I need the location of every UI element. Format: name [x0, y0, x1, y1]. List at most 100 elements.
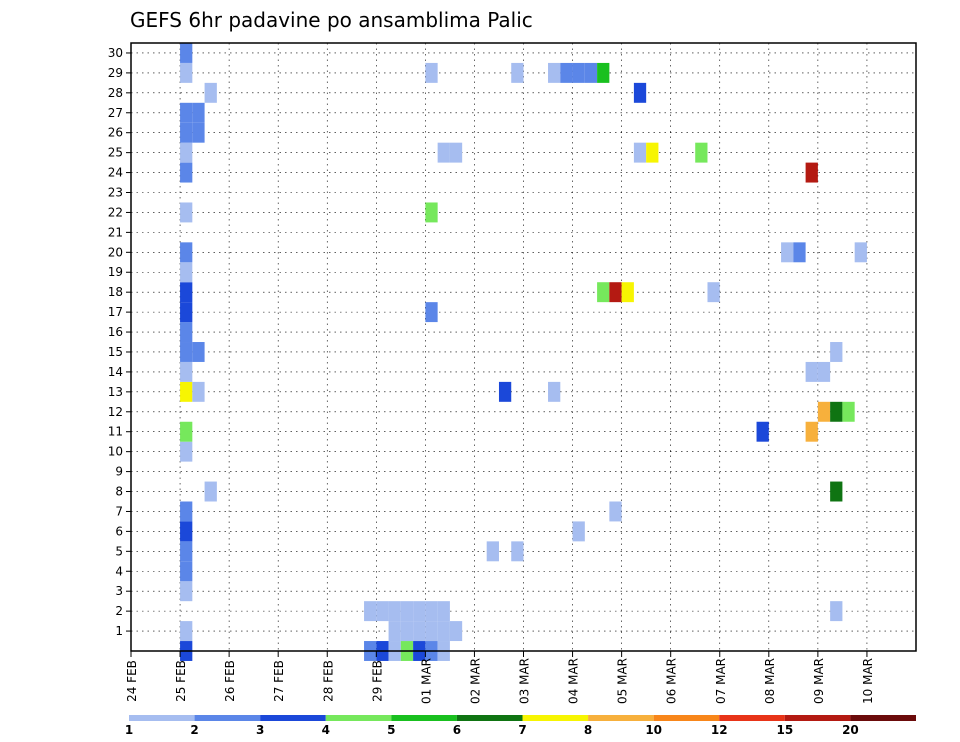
- y-tick-label: 24: [108, 166, 123, 180]
- y-tick-label: 13: [108, 385, 123, 399]
- heatmap-cell: [498, 381, 512, 402]
- y-tick-label: 2: [115, 604, 123, 618]
- heatmap-cell: [707, 282, 720, 303]
- y-tick-label: 11: [108, 425, 123, 439]
- y-tick-label: 8: [115, 485, 123, 499]
- heatmap-cell: [781, 242, 794, 263]
- heatmap-cell: [830, 401, 843, 422]
- x-tick-label: 09 MAR: [812, 658, 826, 704]
- heatmap-cell: [805, 361, 818, 382]
- heatmap-cell: [180, 581, 193, 602]
- legend-swatch: [325, 715, 392, 721]
- y-tick-label: 15: [108, 345, 123, 359]
- heatmap-cell: [817, 401, 831, 422]
- legend-label: 2: [190, 723, 198, 737]
- heatmap-cell: [842, 401, 855, 422]
- legend-swatch: [588, 715, 654, 721]
- heatmap-cell: [830, 342, 843, 362]
- heatmap-cell: [180, 142, 193, 163]
- legend-swatch: [850, 715, 916, 721]
- heatmap-cell: [437, 601, 450, 622]
- heatmap-cell: [425, 62, 438, 83]
- heatmap-cell: [560, 62, 573, 83]
- y-tick-label: 14: [108, 365, 123, 379]
- legend-label: 6: [453, 723, 461, 737]
- heatmap-cell: [180, 342, 193, 362]
- heatmap-cell: [572, 62, 585, 83]
- y-tick-label: 19: [108, 265, 123, 279]
- heatmap-cell: [180, 62, 193, 83]
- x-tick-label: 26 FEB: [223, 660, 237, 702]
- legend-label: 5: [387, 723, 395, 737]
- x-tick-label: 03 MAR: [518, 658, 532, 704]
- y-tick-label: 10: [108, 445, 123, 459]
- heatmap-cell: [180, 381, 193, 402]
- x-axis: 24 FEB 25 FEB 26 FEB 27 FEB 28 FEB 29 FEB 01 M…: [125, 651, 875, 704]
- y-axis: 1234567891011121314151617181920212223242…: [108, 46, 131, 638]
- heatmap-cell: [511, 62, 524, 83]
- heatmap-cell: [830, 481, 843, 502]
- legend-label: 20: [842, 723, 859, 737]
- heatmap-cell: [425, 601, 438, 622]
- heatmap-cell: [609, 501, 622, 522]
- y-tick-label: 22: [108, 205, 123, 219]
- y-tick-label: 27: [108, 106, 123, 120]
- legend-swatch: [194, 715, 261, 721]
- legend-label: 7: [518, 723, 526, 737]
- heatmap-cell: [695, 142, 708, 163]
- x-tick-label: 28 FEB: [321, 660, 335, 702]
- y-tick-label: 29: [108, 66, 123, 80]
- heatmap-cell: [633, 82, 647, 103]
- heatmap-cell: [449, 621, 463, 642]
- heatmap-cell: [180, 162, 193, 183]
- y-tick-label: 5: [115, 544, 123, 558]
- heatmap-cell: [425, 302, 438, 323]
- heatmap-cell: [180, 102, 193, 123]
- heatmap-cell: [597, 62, 610, 83]
- legend-swatch: [456, 715, 523, 721]
- color-legend: 1 2 3 4 5 6 7 8 10 12 15 20: [125, 715, 916, 737]
- y-tick-label: 18: [108, 285, 123, 299]
- x-tick-label: 24 FEB: [125, 660, 139, 702]
- x-tick-label: 29 FEB: [370, 660, 384, 702]
- x-tick-label: 07 MAR: [714, 658, 728, 704]
- heatmap-cell: [192, 102, 205, 123]
- heatmap-cell: [180, 322, 193, 343]
- heatmap-cell: [180, 361, 193, 382]
- x-tick-label: 06 MAR: [665, 658, 679, 704]
- heatmap-cell: [192, 381, 205, 402]
- heatmap-cell: [793, 242, 806, 263]
- heatmap-cell: [192, 342, 205, 362]
- x-tick-label: 10 MAR: [861, 658, 875, 704]
- y-tick-label: 16: [108, 325, 123, 339]
- heatmap-cell: [854, 242, 867, 263]
- heatmap-cell: [180, 561, 193, 582]
- heatmap-cell: [817, 361, 831, 382]
- heatmap-cell: [609, 282, 622, 303]
- legend-swatch: [522, 715, 589, 721]
- heatmap-cell: [180, 621, 193, 642]
- y-tick-label: 26: [108, 126, 123, 140]
- heatmap-cell: [400, 621, 414, 642]
- heatmap-cell: [388, 601, 401, 622]
- heatmap-cell: [425, 621, 438, 642]
- chart-title: GEFS 6hr padavine po ansamblima Palic: [130, 8, 533, 32]
- y-tick-label: 30: [108, 46, 123, 60]
- y-tick-label: 23: [108, 186, 123, 200]
- heatmap-cell: [572, 521, 585, 542]
- legend-label: 10: [645, 723, 662, 737]
- heatmap-cell: [548, 62, 561, 83]
- legend-label: 8: [584, 723, 592, 737]
- y-tick-label: 25: [108, 146, 123, 160]
- heatmap-cell: [376, 601, 389, 622]
- y-tick-label: 12: [108, 405, 123, 419]
- y-tick-label: 21: [108, 225, 123, 239]
- heatmap-cell: [646, 142, 659, 163]
- y-tick-label: 1: [115, 624, 123, 638]
- heatmap-cell: [830, 601, 843, 622]
- heatmap-cell: [511, 541, 524, 562]
- x-tick-label: 08 MAR: [763, 658, 777, 704]
- legend-swatch: [784, 715, 851, 721]
- legend-swatch: [129, 715, 195, 721]
